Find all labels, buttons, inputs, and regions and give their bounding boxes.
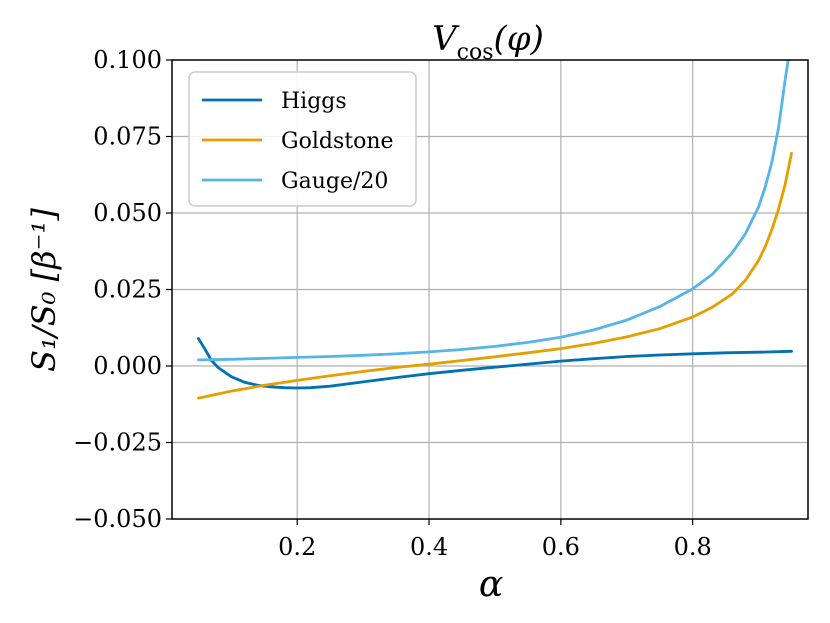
y-axis-label: S₁/S₀ [β⁻¹] bbox=[25, 208, 63, 372]
series-line-higgs bbox=[196, 337, 793, 390]
legend-label: Goldstone bbox=[281, 129, 394, 154]
x-axis-label: α bbox=[479, 564, 503, 605]
chart-title-sub: cos bbox=[457, 40, 494, 65]
chart-title-arg: (φ) bbox=[494, 19, 544, 59]
y-tick-label: 0.050 bbox=[93, 199, 162, 227]
series-line-goldstone bbox=[196, 151, 793, 400]
legend-label: Higgs bbox=[281, 89, 347, 114]
legend-box bbox=[188, 71, 417, 207]
x-tick-label: 0.6 bbox=[542, 533, 580, 561]
legend-label: Gauge/20 bbox=[281, 169, 388, 194]
y-tick-label: −0.025 bbox=[73, 429, 162, 457]
y-tick-label: 0.075 bbox=[93, 123, 162, 151]
y-tick-label: 0.025 bbox=[93, 276, 162, 304]
legend: Higgs Goldstone Gauge/20 bbox=[188, 71, 417, 207]
series-line-gauge-20 bbox=[196, 60, 790, 362]
chart-title: Vcos(φ) bbox=[432, 19, 544, 65]
series-layer bbox=[196, 60, 793, 400]
x-tick-label: 0.8 bbox=[674, 533, 712, 561]
y-tick-label: 0.000 bbox=[93, 352, 162, 380]
x-tick-label: 0.4 bbox=[410, 533, 448, 561]
x-tick-label: 0.2 bbox=[278, 533, 316, 561]
axis-ticks: 0.2 0.4 0.6 0.8 0.100 0.075 0.050 0.025 0.000 −0.… bbox=[73, 46, 712, 561]
y-tick-label: −0.050 bbox=[73, 505, 162, 533]
chart-title-base: V bbox=[432, 19, 460, 59]
y-tick-label: 0.100 bbox=[93, 46, 162, 74]
